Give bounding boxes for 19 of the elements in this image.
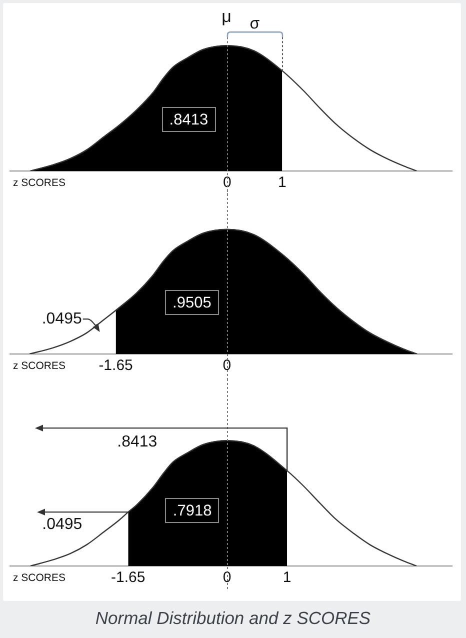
annotation: .0495 xyxy=(42,310,82,328)
x-tick-label: 0 xyxy=(222,569,232,586)
x-axis-title: z SCORES xyxy=(13,176,66,189)
x-tick-label: -1.65 xyxy=(98,357,133,374)
x-tick-label: 1 xyxy=(282,569,292,586)
ref-line-label: μ xyxy=(222,6,232,26)
x-tick-label: 0 xyxy=(222,357,232,374)
x-tick-label: -1.65 xyxy=(111,569,146,586)
annotation: .7918 xyxy=(172,502,212,520)
x-tick-label: 1 xyxy=(278,174,286,192)
text: Normal Distribution and z SCORES xyxy=(94,607,372,629)
annotation: .8413 xyxy=(117,433,158,450)
annotation: .0495 xyxy=(42,516,82,534)
annotation: .9505 xyxy=(172,294,212,312)
x-axis-title: z SCORES xyxy=(13,572,66,584)
x-tick-label: 0 xyxy=(222,174,232,192)
text: σ xyxy=(250,16,260,33)
x-axis-title: z SCORES xyxy=(13,360,66,372)
annotation: .8413 xyxy=(169,111,208,128)
